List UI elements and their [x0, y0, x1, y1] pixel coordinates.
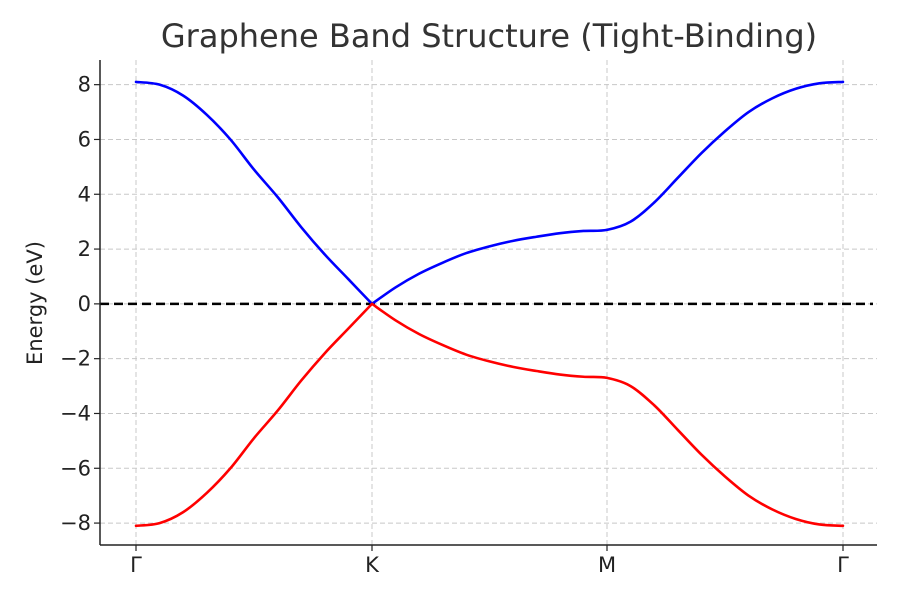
x-tick-label: K: [365, 553, 380, 577]
y-tick-label: 0: [78, 292, 91, 316]
x-tick-label: Γ: [130, 553, 142, 577]
y-tick-label: 8: [78, 73, 91, 97]
y-axis-label: Energy (eV): [23, 241, 47, 365]
y-tick-label: −2: [60, 347, 91, 371]
y-tick-label: −4: [60, 401, 91, 425]
grid-lines: [100, 60, 877, 545]
conduction-band-line: [134, 80, 845, 306]
y-tick-label: −8: [60, 511, 91, 535]
y-tick-label: 6: [78, 127, 91, 151]
x-tick-label: M: [598, 553, 616, 577]
y-tick-label: 2: [78, 237, 91, 261]
valence-band-line: [134, 302, 845, 528]
tick-labels: Γ K M Γ 8 6 4 2 0 −2 −4 −6 −8: [60, 73, 849, 577]
y-tick-label: 4: [78, 182, 91, 206]
series-layer: [134, 80, 845, 528]
axes: [94, 60, 877, 551]
x-tick-label: Γ: [837, 553, 849, 577]
chart-title: Graphene Band Structure (Tight-Binding): [161, 17, 817, 55]
y-tick-label: −6: [60, 456, 91, 480]
